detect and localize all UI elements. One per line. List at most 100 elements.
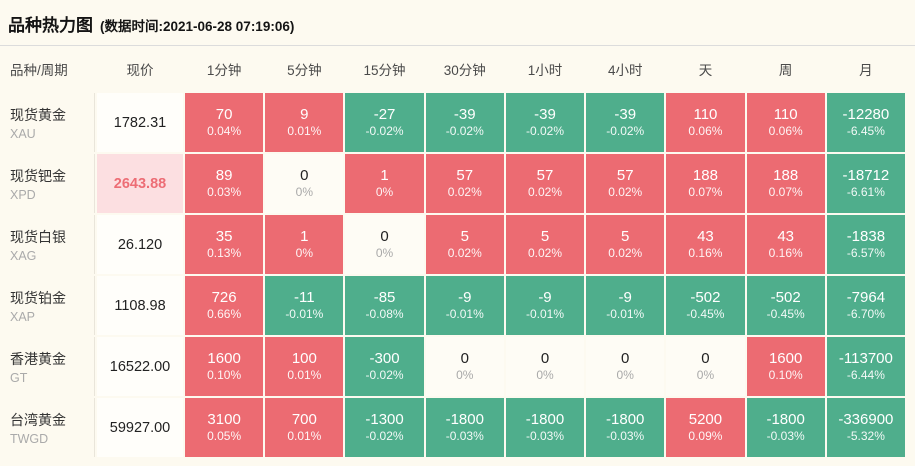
change-value: -85 xyxy=(373,288,396,306)
product-symbol: XAG xyxy=(10,248,37,263)
product-symbol: XAU xyxy=(10,126,36,141)
heat-cell: -9 -0.01% xyxy=(505,276,585,335)
heat-cell: 57 0.02% xyxy=(425,154,504,213)
product-cell-TWGD[interactable]: 台湾黄金 TWGD xyxy=(0,398,95,457)
product-name: 现货铂金 xyxy=(10,289,66,306)
heat-cell: 0 0% xyxy=(265,154,344,213)
change-value: -7964 xyxy=(846,288,886,306)
price-cell: 1108.98 xyxy=(97,276,183,335)
change-percent: -0.02% xyxy=(365,368,404,383)
heat-cell: -18712 -6.61% xyxy=(826,154,905,213)
heat-cell: -1800 -0.03% xyxy=(425,398,504,457)
change-value: -502 xyxy=(690,288,721,306)
heat-cell: -1800 -0.03% xyxy=(505,398,585,457)
change-value: -9 xyxy=(458,288,472,306)
column-header-2: 1分钟 xyxy=(206,62,242,78)
change-value: 57 xyxy=(536,166,554,184)
data-timestamp: (数据时间:2021-06-28 07:19:06) xyxy=(100,19,295,34)
change-value: 1 xyxy=(380,166,389,184)
change-value: 5 xyxy=(460,227,469,245)
change-percent: -0.02% xyxy=(365,124,404,139)
change-value: 726 xyxy=(211,288,237,306)
change-percent: 0.02% xyxy=(447,246,482,261)
change-percent: 0.13% xyxy=(207,246,242,261)
column-header-5: 30分钟 xyxy=(443,62,486,78)
change-value: 57 xyxy=(456,166,474,184)
change-percent: 0.06% xyxy=(688,124,723,139)
change-percent: 0% xyxy=(295,246,313,261)
change-value: 188 xyxy=(692,166,718,184)
heat-cell: -1300 -0.02% xyxy=(345,398,424,457)
price-cell: 2643.88 xyxy=(97,154,183,213)
change-percent: 0.02% xyxy=(608,185,643,200)
heat-cell: 35 0.13% xyxy=(185,215,264,274)
change-percent: -0.45% xyxy=(766,307,805,322)
heat-cell: 188 0.07% xyxy=(666,154,745,213)
product-cell-XAU[interactable]: 现货黄金 XAU xyxy=(0,93,95,152)
heat-cell: -300 -0.02% xyxy=(345,337,424,396)
change-percent: -0.03% xyxy=(606,429,645,444)
product-cell-XAG[interactable]: 现货白银 XAG xyxy=(0,215,95,274)
change-percent: -0.01% xyxy=(606,307,645,322)
page-title: 品种热力图 xyxy=(8,16,93,35)
change-percent: 0.07% xyxy=(768,185,803,200)
heat-cell: -39 -0.02% xyxy=(586,93,665,152)
product-cell-GT[interactable]: 香港黄金 GT xyxy=(0,337,95,396)
column-header-1: 现价 xyxy=(126,62,154,78)
change-percent: -6.45% xyxy=(846,124,885,139)
heatmap-table: 品种/周期 现价 1分钟 5分钟 15分钟 30分钟 1小时 4小时 天 周 月现货黄金 XAU 178… xyxy=(0,46,905,457)
heat-cell: -11 -0.01% xyxy=(265,276,344,335)
change-value: 700 xyxy=(291,410,317,428)
change-value: 9 xyxy=(300,105,309,123)
change-percent: -0.02% xyxy=(445,124,484,139)
product-name: 现货黄金 xyxy=(10,106,66,123)
change-value: -300 xyxy=(369,349,400,367)
heat-cell: 0 0% xyxy=(425,337,504,396)
change-value: -113700 xyxy=(838,349,893,367)
heat-cell: -12280 -6.45% xyxy=(826,93,905,152)
heat-cell: -502 -0.45% xyxy=(746,276,825,335)
change-percent: 0.10% xyxy=(207,368,242,383)
heat-cell: 57 0.02% xyxy=(505,154,585,213)
change-percent: 0.01% xyxy=(287,429,322,444)
change-value: -39 xyxy=(453,105,476,123)
heat-cell: 0 0% xyxy=(586,337,665,396)
change-value: -1800 xyxy=(606,410,645,428)
heat-cell: -85 -0.08% xyxy=(345,276,424,335)
change-percent: -0.02% xyxy=(525,124,564,139)
column-header-10: 月 xyxy=(859,62,873,78)
change-value: -9 xyxy=(538,288,552,306)
change-percent: -0.45% xyxy=(686,307,725,322)
change-value: 0 xyxy=(460,349,469,367)
product-name: 台湾黄金 xyxy=(10,411,66,428)
heat-cell: 100 0.01% xyxy=(265,337,344,396)
change-percent: 0% xyxy=(696,368,715,383)
heat-cell: 110 0.06% xyxy=(746,93,825,152)
change-value: -27 xyxy=(373,105,396,123)
change-value: 43 xyxy=(697,227,714,245)
product-cell-XPD[interactable]: 现货钯金 XPD xyxy=(0,154,95,213)
change-percent: 0.06% xyxy=(768,124,803,139)
heat-cell: 89 0.03% xyxy=(185,154,264,213)
change-percent: 0.66% xyxy=(207,307,242,322)
change-value: -1838 xyxy=(846,227,886,245)
change-value: -39 xyxy=(534,105,556,123)
change-percent: 0% xyxy=(375,246,394,261)
change-value: 0 xyxy=(701,349,710,367)
change-percent: -0.01% xyxy=(525,307,564,322)
change-percent: -0.03% xyxy=(766,429,805,444)
change-percent: 0.01% xyxy=(287,368,322,383)
change-percent: 0% xyxy=(616,368,634,383)
change-percent: 0.02% xyxy=(527,246,562,261)
change-percent: -0.02% xyxy=(365,429,404,444)
product-cell-XAP[interactable]: 现货铂金 XAP xyxy=(0,276,95,335)
price-cell: 16522.00 xyxy=(97,337,183,396)
change-percent: -0.08% xyxy=(365,307,404,322)
heat-cell: -336900 -5.32% xyxy=(826,398,905,457)
change-value: -11 xyxy=(294,288,315,306)
heat-cell: 70 0.04% xyxy=(185,93,264,152)
heat-cell: 5 0.02% xyxy=(505,215,585,274)
heat-cell: -502 -0.45% xyxy=(666,276,745,335)
change-value: 1 xyxy=(300,227,309,245)
